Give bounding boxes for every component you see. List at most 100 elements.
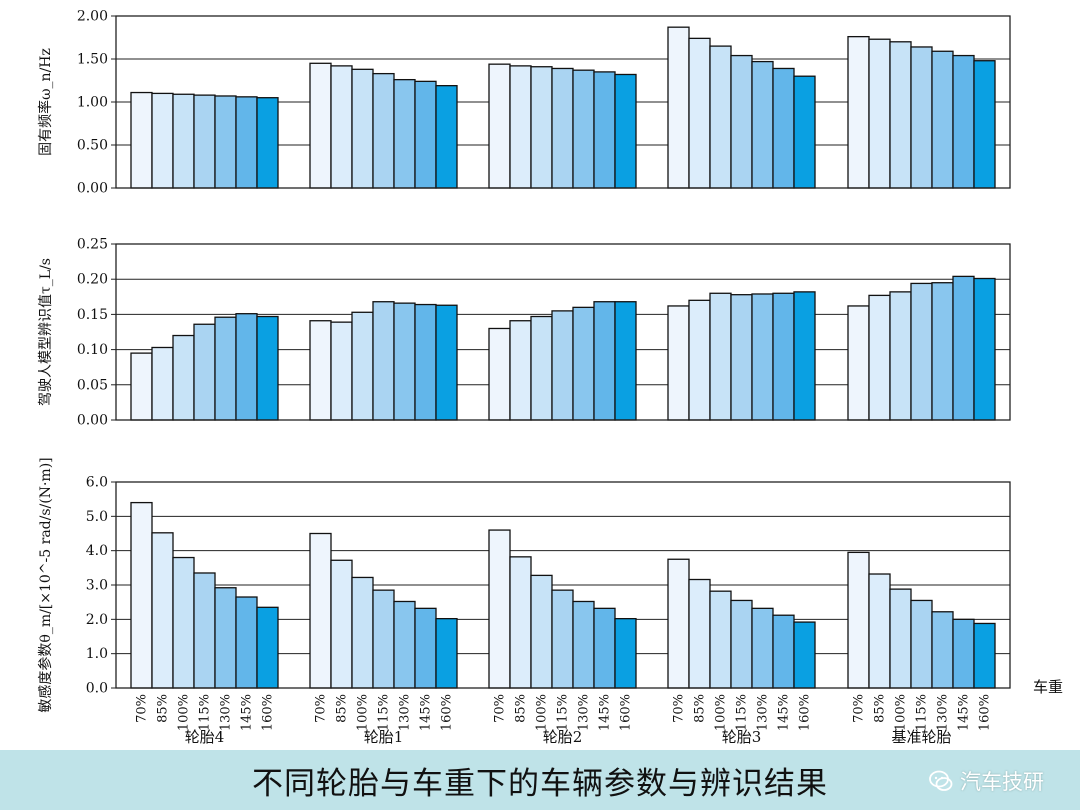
y-tick-label: 0.15	[77, 307, 108, 323]
bar-轮胎1-145%	[414, 80, 437, 189]
bar-轮胎3-130%	[751, 607, 774, 689]
y-tick-label: 1.00	[77, 95, 108, 111]
x-tick-label: 100%	[894, 694, 909, 731]
bar-轮胎1-70%	[309, 532, 332, 689]
plot-frame	[115, 243, 1011, 421]
wechat-icon	[929, 770, 953, 791]
bar-轮胎4-160%	[256, 315, 279, 421]
bar-轮胎2-70%	[488, 63, 511, 189]
bar-轮胎2-100%	[530, 315, 553, 421]
y-axis-label: 固有频率ω_n/Hz	[37, 48, 54, 156]
bar-基准轮胎-160%	[973, 277, 996, 421]
bar-基准轮胎-85%	[868, 294, 891, 421]
x-axis-label: 车重	[1033, 678, 1063, 696]
bar-轮胎3-130%	[751, 60, 774, 189]
bar-基准轮胎-100%	[889, 41, 912, 189]
y-tick-label: 5.0	[86, 509, 108, 525]
bar-轮胎1-70%	[309, 320, 332, 421]
bar-轮胎2-70%	[488, 529, 511, 689]
bar-轮胎1-85%	[330, 321, 353, 421]
x-tick-label: 85%	[693, 694, 708, 723]
x-tick-label: 85%	[335, 694, 350, 723]
bar-轮胎1-160%	[435, 304, 458, 421]
y-tick-label: 6.0	[86, 475, 108, 491]
y-axis-label: 驾驶人模型辨识值τ_L/s	[38, 258, 54, 406]
bar-轮胎2-70%	[488, 327, 511, 421]
group-label: 轮胎3	[722, 728, 762, 746]
bar-轮胎2-130%	[572, 306, 595, 421]
bar-轮胎3-115%	[730, 599, 753, 689]
bar-轮胎4-100%	[172, 93, 195, 189]
bar-轮胎1-130%	[393, 600, 416, 689]
bar-轮胎3-85%	[688, 37, 711, 189]
bar-轮胎2-145%	[593, 607, 616, 689]
x-tick-label: 160%	[619, 694, 634, 731]
bar-轮胎2-115%	[551, 589, 574, 689]
bar-轮胎3-100%	[709, 292, 732, 421]
bar-轮胎3-115%	[730, 294, 753, 421]
bar-轮胎2-85%	[509, 556, 532, 689]
chart-panel-3: 0.0 1.0 2.0 3.0 4.0 5.0 6.0 敏感度参数θ_m/[×10^-5 ra…	[37, 457, 1063, 746]
x-tick-label: 115%	[556, 694, 571, 731]
bar-轮胎1-130%	[393, 78, 416, 189]
bar-轮胎3-145%	[772, 614, 795, 689]
group-label: 轮胎1	[364, 728, 404, 746]
bar-轮胎4-85%	[151, 532, 174, 689]
plot-frame	[115, 15, 1011, 189]
bar-轮胎2-130%	[572, 69, 595, 189]
bar-轮胎1-145%	[414, 303, 437, 421]
bar-基准轮胎-145%	[952, 618, 975, 689]
bar-基准轮胎-130%	[931, 50, 954, 189]
bar-轮胎1-115%	[372, 72, 395, 189]
x-tick-label: 115%	[915, 694, 930, 731]
x-tick-label: 85%	[156, 694, 171, 723]
y-tick-label: 3.0	[86, 578, 108, 594]
bar-轮胎3-145%	[772, 292, 795, 421]
bar-轮胎1-85%	[330, 559, 353, 689]
y-tick-label: 1.50	[77, 52, 108, 68]
bar-基准轮胎-130%	[931, 611, 954, 689]
bar-基准轮胎-100%	[889, 291, 912, 421]
watermark: 汽车技研	[928, 766, 1044, 796]
x-tick-label: 100%	[356, 694, 371, 731]
bar-轮胎1-100%	[351, 576, 374, 689]
bar-轮胎4-115%	[193, 323, 216, 421]
y-tick-label: 1.0	[86, 646, 108, 662]
x-tick-label: 115%	[377, 694, 392, 731]
bar-轮胎3-160%	[793, 75, 816, 189]
bar-基准轮胎-85%	[868, 38, 891, 189]
caption-band: 不同轮胎与车重下的车辆参数与辨识结果 汽车技研	[0, 750, 1080, 810]
bar-轮胎3-70%	[667, 305, 690, 421]
chart-panel-1: 0.00 0.50 1.00 1.50 2.00 固有频率ω_n/Hz	[37, 9, 1011, 197]
bar-轮胎3-115%	[730, 54, 753, 189]
x-tick-label: 115%	[735, 694, 750, 731]
bar-轮胎3-160%	[793, 621, 816, 689]
bar-轮胎2-100%	[530, 574, 553, 689]
x-tick-label: 160%	[261, 694, 276, 731]
bar-轮胎4-130%	[214, 95, 237, 189]
bar-轮胎2-145%	[593, 71, 616, 189]
bar-轮胎4-145%	[235, 313, 258, 421]
x-tick-label: 70%	[672, 694, 687, 723]
y-tick-label: 0.05	[77, 377, 108, 393]
bar-轮胎1-100%	[351, 311, 374, 421]
bar-基准轮胎-145%	[952, 54, 975, 189]
bar-轮胎4-145%	[235, 596, 258, 689]
bar-轮胎2-85%	[509, 320, 532, 421]
bar-轮胎3-85%	[688, 299, 711, 421]
bar-轮胎2-160%	[614, 617, 637, 689]
bar-轮胎3-130%	[751, 293, 774, 421]
figure: 0.000.501.001.502.00固有频率ω_n/Hz0.000.050.…	[37, 9, 1063, 747]
bar-轮胎3-100%	[709, 45, 732, 189]
chart-panel-2: 0.00 0.05 0.10 0.15 0.20 0.25 驾驶人模型辨识值τ_L/s	[38, 237, 1011, 429]
group-label: 基准轮胎	[891, 728, 951, 746]
x-tick-label: 130%	[936, 694, 951, 731]
bar-轮胎1-115%	[372, 301, 395, 421]
y-tick-label: 0.20	[77, 272, 108, 288]
bar-基准轮胎-160%	[973, 60, 996, 189]
bar-轮胎2-160%	[614, 301, 637, 421]
bar-轮胎2-160%	[614, 73, 637, 189]
x-tick-label: 70%	[135, 694, 150, 723]
x-tick-label: 130%	[219, 694, 234, 731]
x-tick-label: 85%	[514, 694, 529, 723]
